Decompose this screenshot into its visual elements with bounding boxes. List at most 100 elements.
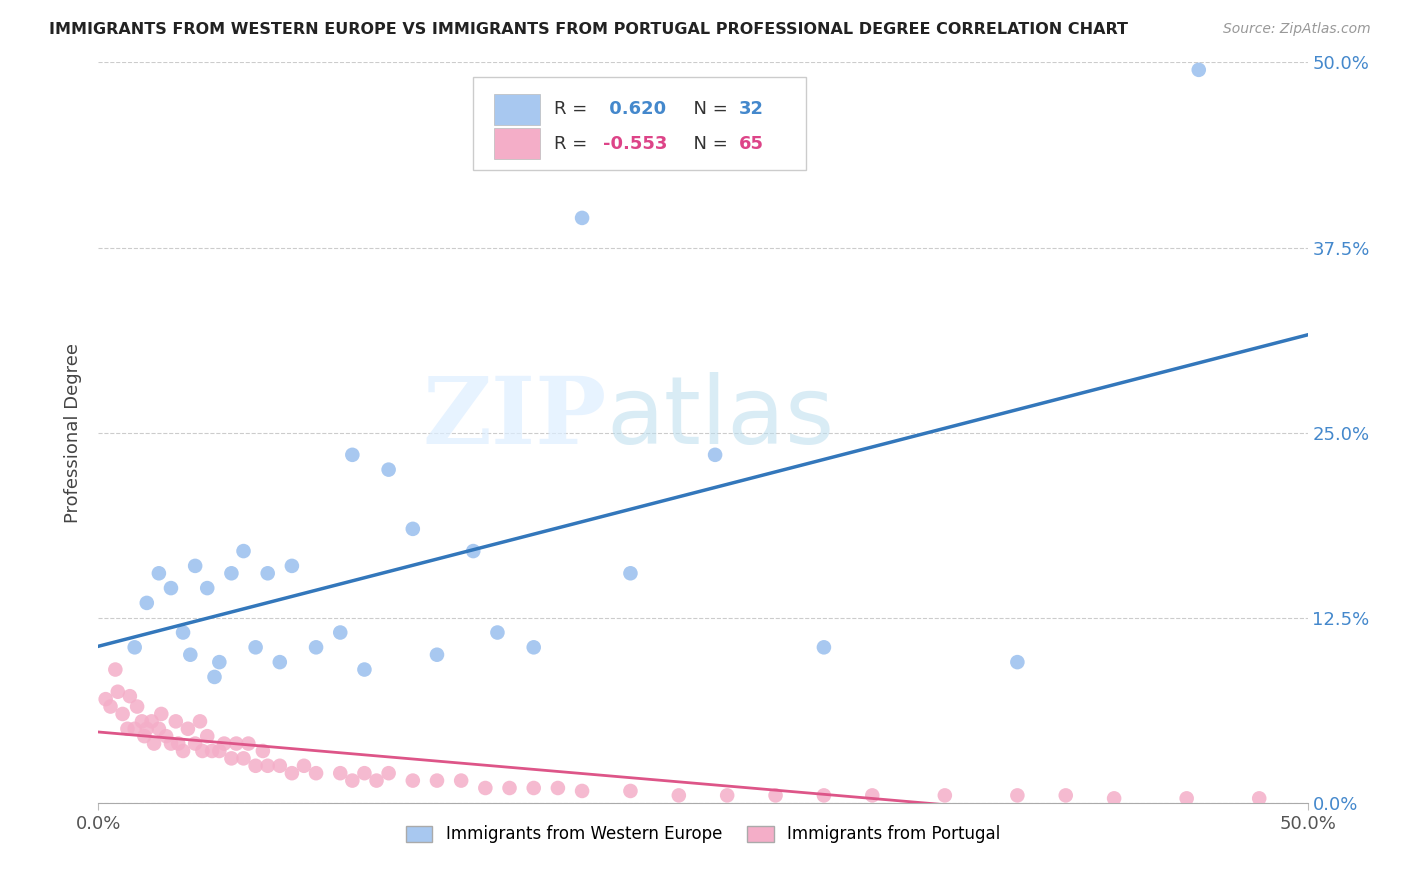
- Point: [329, 766, 352, 780]
- Point: [143, 737, 166, 751]
- Point: [225, 737, 247, 751]
- Point: [292, 758, 315, 772]
- Point: [463, 544, 485, 558]
- Text: 32: 32: [740, 100, 765, 118]
- Point: [155, 729, 177, 743]
- Text: ZIP: ZIP: [422, 373, 606, 463]
- FancyBboxPatch shape: [494, 94, 540, 125]
- Point: [366, 773, 388, 788]
- Point: [221, 566, 243, 581]
- Point: [305, 766, 328, 780]
- Point: [1007, 655, 1029, 669]
- Point: [177, 722, 200, 736]
- Point: [1188, 62, 1211, 77]
- Point: [179, 648, 201, 662]
- Point: [252, 744, 274, 758]
- Point: [269, 758, 291, 772]
- Point: [111, 706, 134, 721]
- Point: [256, 758, 278, 772]
- Point: [208, 744, 231, 758]
- Point: [402, 773, 425, 788]
- Point: [353, 766, 375, 780]
- Point: [523, 780, 546, 795]
- Point: [329, 625, 352, 640]
- Point: [813, 640, 835, 655]
- Point: [184, 558, 207, 573]
- Text: R =: R =: [554, 135, 593, 153]
- Point: [498, 780, 520, 795]
- Point: [148, 722, 170, 736]
- Point: [232, 544, 254, 558]
- Point: [134, 729, 156, 743]
- Point: [195, 581, 218, 595]
- Point: [245, 640, 267, 655]
- Point: [353, 663, 375, 677]
- Text: N =: N =: [682, 100, 734, 118]
- Point: [195, 729, 218, 743]
- Point: [486, 625, 509, 640]
- Point: [474, 780, 496, 795]
- Point: [148, 566, 170, 581]
- Point: [107, 685, 129, 699]
- Point: [141, 714, 163, 729]
- Point: [117, 722, 139, 736]
- Point: [377, 462, 399, 476]
- Point: [1249, 791, 1271, 805]
- Point: [124, 640, 146, 655]
- Text: 65: 65: [740, 135, 765, 153]
- Point: [1007, 789, 1029, 803]
- Point: [212, 737, 235, 751]
- Point: [150, 706, 173, 721]
- Point: [342, 773, 364, 788]
- Point: [305, 640, 328, 655]
- Text: 0.620: 0.620: [603, 100, 666, 118]
- Point: [716, 789, 738, 803]
- Point: [860, 789, 883, 803]
- Point: [377, 766, 399, 780]
- Point: [165, 714, 187, 729]
- Point: [188, 714, 211, 729]
- Text: N =: N =: [682, 135, 734, 153]
- Point: [1175, 791, 1198, 805]
- Point: [281, 558, 304, 573]
- Point: [547, 780, 569, 795]
- Point: [191, 744, 214, 758]
- Legend: Immigrants from Western Europe, Immigrants from Portugal: Immigrants from Western Europe, Immigran…: [399, 819, 1007, 850]
- Point: [238, 737, 260, 751]
- Point: [571, 211, 593, 225]
- Point: [1054, 789, 1077, 803]
- Point: [100, 699, 122, 714]
- Point: [281, 766, 304, 780]
- Point: [94, 692, 117, 706]
- Point: [668, 789, 690, 803]
- Point: [571, 784, 593, 798]
- Point: [426, 773, 449, 788]
- Point: [172, 625, 194, 640]
- Point: [167, 737, 190, 751]
- Point: [523, 640, 546, 655]
- Point: [184, 737, 207, 751]
- Point: [765, 789, 787, 803]
- Text: IMMIGRANTS FROM WESTERN EUROPE VS IMMIGRANTS FROM PORTUGAL PROFESSIONAL DEGREE C: IMMIGRANTS FROM WESTERN EUROPE VS IMMIGR…: [49, 22, 1128, 37]
- Point: [160, 737, 183, 751]
- Point: [204, 670, 226, 684]
- FancyBboxPatch shape: [494, 128, 540, 160]
- Text: -0.553: -0.553: [603, 135, 666, 153]
- Point: [256, 566, 278, 581]
- Point: [232, 751, 254, 765]
- Point: [619, 784, 641, 798]
- Point: [1102, 791, 1125, 805]
- Point: [221, 751, 243, 765]
- Text: R =: R =: [554, 100, 593, 118]
- Point: [450, 773, 472, 788]
- Point: [135, 596, 157, 610]
- Point: [934, 789, 956, 803]
- Point: [104, 663, 127, 677]
- Point: [426, 648, 449, 662]
- Point: [135, 722, 157, 736]
- Point: [172, 744, 194, 758]
- Point: [402, 522, 425, 536]
- Point: [124, 722, 146, 736]
- Point: [342, 448, 364, 462]
- Point: [269, 655, 291, 669]
